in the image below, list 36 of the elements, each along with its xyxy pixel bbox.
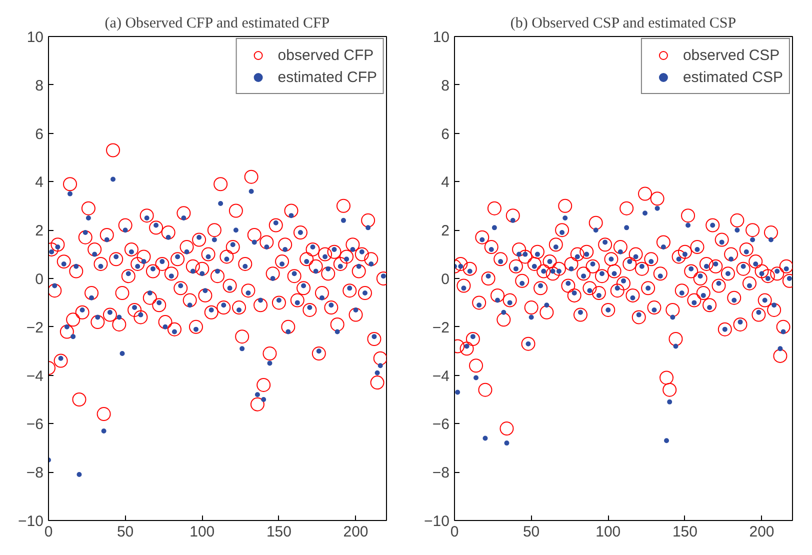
x-tick-label: 50 [116, 524, 134, 540]
y-tick-label: −8 [432, 464, 450, 482]
y-tick-label: 10 [432, 29, 450, 46]
legend-label: estimated CFP [278, 68, 377, 86]
y-tick-label: 4 [35, 174, 44, 192]
y-tick-label: −2 [432, 319, 450, 336]
y-tick-label: 0 [441, 271, 450, 288]
y-tick-label: 6 [441, 126, 450, 143]
y-tick-label: 10 [26, 29, 44, 46]
x-tick-label: 200 [749, 524, 774, 540]
y-tick-label: −10 [424, 513, 450, 530]
x-tick-label: 50 [522, 524, 540, 540]
y-tick-label: 0 [35, 271, 44, 288]
x-tick-label: 100 [596, 524, 621, 540]
y-tick-label: 2 [441, 222, 450, 240]
y-tick-label: 8 [35, 77, 44, 94]
y-tick-label: −6 [26, 416, 44, 434]
y-tick-label: −10 [18, 513, 44, 530]
y-tick-label: −4 [432, 368, 450, 385]
legend-label: observed CFP [278, 46, 374, 64]
y-tick-label: 6 [35, 126, 44, 143]
x-tick-label: 100 [190, 524, 215, 540]
x-tick-label: 150 [266, 524, 292, 540]
legend-label: observed CSP [682, 46, 780, 64]
y-tick-label: 8 [441, 77, 450, 94]
legend-label: estimated CSP [682, 68, 783, 86]
chart-title: (b) Observed CSP and estimated CSP [510, 16, 736, 32]
x-tick-label: 150 [672, 524, 698, 540]
chart-title: (a) Observed CFP and estimated CFP [104, 16, 330, 32]
y-tick-label: 2 [35, 222, 44, 240]
y-tick-label: −4 [26, 368, 44, 385]
y-tick-label: −2 [26, 319, 44, 336]
x-tick-label: 200 [343, 524, 368, 540]
y-tick-label: −6 [432, 416, 450, 434]
y-tick-label: 4 [441, 174, 450, 192]
y-tick-label: −8 [26, 464, 44, 482]
